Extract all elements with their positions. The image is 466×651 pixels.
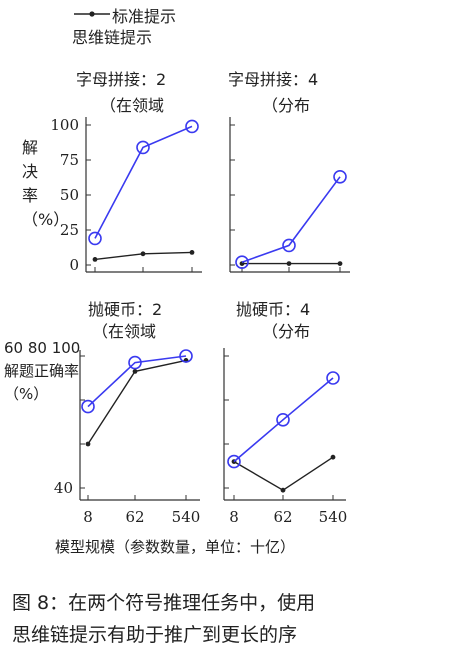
panel1-ytick-label: 50: [60, 186, 79, 204]
panel4-standard-point: [330, 454, 336, 460]
panel1-ytick-label: 25: [60, 221, 79, 239]
panel1-standard-point: [189, 250, 195, 255]
panel1-title-line1: 字母拼接：2: [76, 70, 167, 89]
legend-standard-swatch: [74, 11, 110, 17]
panel4-title-line2: （分布: [262, 322, 311, 341]
panel3-title-line2: （在领域: [92, 322, 157, 341]
panel3-xtick-label: 62: [125, 508, 144, 526]
panel1-ytick-label: 75: [60, 151, 79, 169]
legend-cot-label: 思维链提示: [72, 28, 153, 47]
panel1-cot-line: [94, 125, 193, 239]
panel2-title-line2: （分布: [262, 96, 311, 115]
panel4-cot-point: [326, 371, 340, 385]
caption-line2: 思维链提示有助于推广到更长的序: [12, 624, 298, 646]
panel3-ytick-label: 40: [54, 479, 73, 497]
panel2-standard-point: [286, 261, 292, 266]
panel3-cot-point: [179, 349, 193, 363]
panel4-xtick-label: 8: [229, 508, 239, 526]
panel3-title-line1: 抛硬币：2: [88, 300, 163, 319]
panel2-cot-line: [241, 176, 341, 263]
panel1-ytick-label: 0: [69, 256, 79, 274]
panel3-standard-line: [87, 359, 187, 445]
panel4-cot-point: [276, 412, 290, 427]
panel4-xtick-label: 540: [319, 508, 348, 526]
panel4-cot-line: [233, 377, 334, 463]
panel3-xtick-label: 540: [172, 508, 201, 526]
panel2-cot-point: [282, 238, 296, 253]
panel1-standard-point: [92, 257, 98, 262]
panel3-cot-point: [128, 355, 142, 370]
panel3-standard-point: [132, 369, 138, 374]
panel4-standard-line: [233, 456, 334, 492]
panel2-cot-point: [333, 170, 347, 184]
panel1-standard-point: [140, 251, 146, 257]
panel3-standard-point: [85, 441, 91, 447]
panel1-cot-point: [88, 231, 102, 246]
panel4-standard-point: [280, 487, 286, 493]
panel4-title-line1: 抛硬币：4: [236, 300, 311, 319]
panel3-cot-point: [81, 399, 95, 414]
bottom-ylabel: 60 80 100 解题正确率（%）: [4, 339, 81, 403]
caption-line1: 图 8：在两个符号推理任务中，使用: [12, 592, 316, 614]
caption: 图 8：在两个符号推理任务中，使用 思维链提示有助于推广到更长的序: [12, 587, 315, 651]
panel1-ytick-label: 100: [50, 116, 79, 134]
legend-standard-label: 标准提示: [112, 7, 177, 26]
xlabel: 模型规模（参数数量，单位：十亿）: [55, 538, 296, 556]
panel1-title-line2: （在领域: [100, 96, 165, 115]
panel3-cot-line: [87, 355, 187, 408]
panel4-xtick-label: 62: [273, 508, 292, 526]
panel2-standard-point: [337, 261, 343, 266]
panel3-xtick-label: 8: [83, 508, 93, 526]
panel1-cot-point: [136, 140, 150, 155]
panel2-title-line1: 字母拼接：4: [228, 70, 319, 89]
panel2-cot-point: [235, 255, 249, 270]
panel4-cot-point: [227, 454, 241, 469]
panel1-cot-point: [185, 119, 199, 134]
